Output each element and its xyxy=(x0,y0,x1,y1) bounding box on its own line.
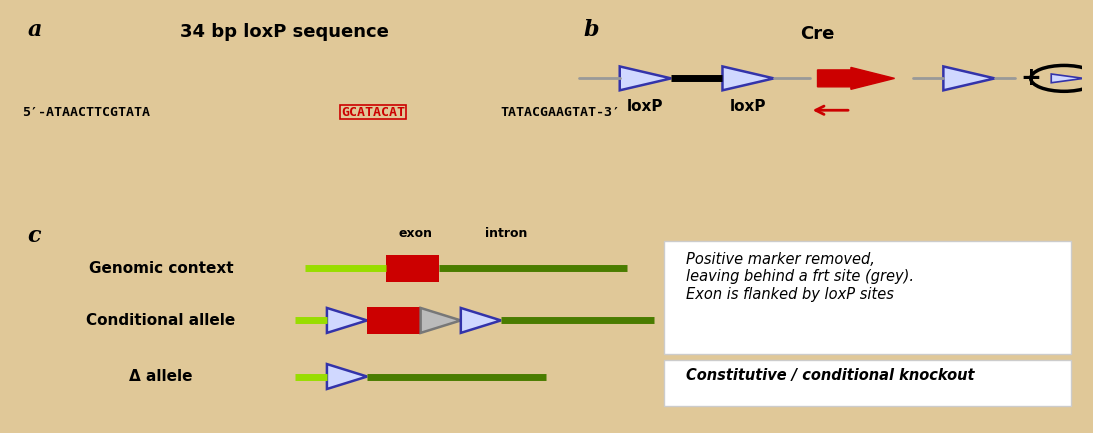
Text: Δ allele: Δ allele xyxy=(129,369,192,384)
Polygon shape xyxy=(943,66,995,90)
Text: Genomic context: Genomic context xyxy=(89,261,233,276)
Text: Positive marker removed,
leaving behind a frt site (grey).
Exon is flanked by lo: Positive marker removed, leaving behind … xyxy=(685,252,914,302)
Text: 34 bp loxP sequence: 34 bp loxP sequence xyxy=(179,23,389,41)
Bar xyxy=(386,255,439,282)
Polygon shape xyxy=(461,308,501,333)
FancyBboxPatch shape xyxy=(665,360,1071,406)
Text: Constitutive / conditional knockout: Constitutive / conditional knockout xyxy=(685,368,974,383)
Text: 5′-ATAACTTCGTATA: 5′-ATAACTTCGTATA xyxy=(22,106,150,119)
Polygon shape xyxy=(722,66,774,90)
FancyBboxPatch shape xyxy=(665,242,1071,354)
Text: TATACGAAGTAT-3′: TATACGAAGTAT-3′ xyxy=(501,106,621,119)
Polygon shape xyxy=(1051,74,1083,83)
Bar xyxy=(367,307,421,334)
Text: a: a xyxy=(27,19,42,41)
Text: b: b xyxy=(584,19,599,41)
Text: loxP: loxP xyxy=(730,99,766,114)
FancyArrow shape xyxy=(818,68,894,89)
Text: exon: exon xyxy=(398,227,433,240)
Polygon shape xyxy=(620,66,671,90)
Text: c: c xyxy=(27,225,40,247)
Polygon shape xyxy=(421,308,461,333)
Text: Cre: Cre xyxy=(800,25,835,42)
Text: Conditional allele: Conditional allele xyxy=(86,313,235,328)
Text: loxP: loxP xyxy=(627,99,663,114)
Text: GCATACAT: GCATACAT xyxy=(341,106,406,119)
Polygon shape xyxy=(327,364,367,389)
Polygon shape xyxy=(327,308,367,333)
Text: +: + xyxy=(1020,66,1042,90)
Text: intron: intron xyxy=(485,227,528,240)
